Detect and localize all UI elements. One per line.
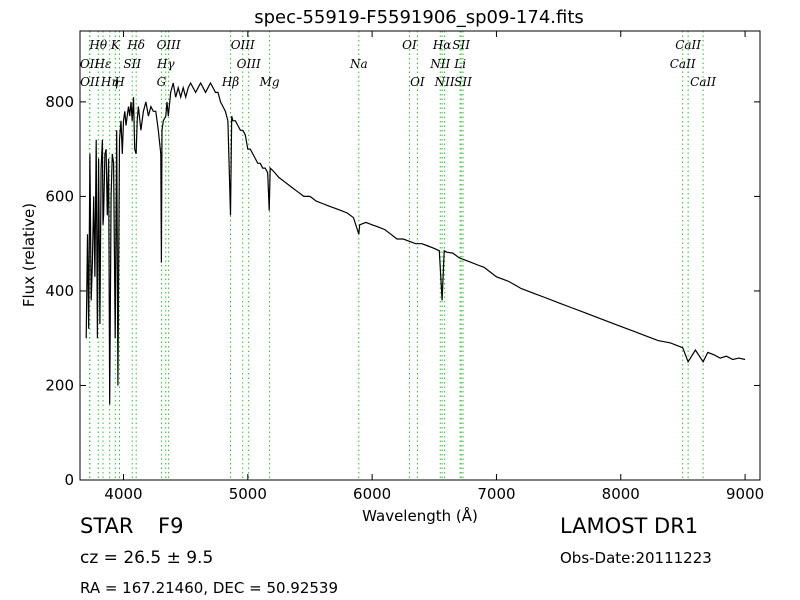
x-tick-label: 9000 <box>726 485 764 503</box>
marker-label-22: Mg <box>259 75 280 89</box>
y-tick-label: 400 <box>45 282 74 300</box>
object-class: STAR <box>80 514 134 538</box>
marker-label-25: NII <box>434 75 455 89</box>
marker-label-20: G <box>157 75 167 89</box>
y-tick-label: 0 <box>64 471 74 489</box>
y-axis-label: Flux (relative) <box>20 203 38 307</box>
marker-label-13: OIII <box>237 57 261 71</box>
marker-label-2: Hδ <box>126 38 145 52</box>
spectrum-series-line <box>85 81 746 405</box>
marker-label-3: OIII <box>157 38 181 52</box>
plot-frame <box>79 30 761 481</box>
chart-title: spec-55919-F5591906_sp09-174.fits <box>254 7 584 28</box>
marker-label-14: NII <box>429 57 450 71</box>
marker-label-12: Hγ <box>156 57 175 71</box>
marker-label-7: SII <box>452 38 470 52</box>
emission-line-markers <box>89 31 704 480</box>
spectral-subclass: F9 <box>158 514 184 538</box>
observation-date: Obs-Date:20111223 <box>560 549 712 567</box>
coordinates: RA = 167.21460, DEC = 50.92539 <box>80 579 339 597</box>
marker-label-5: OI <box>402 38 417 52</box>
y-tick-label: 200 <box>45 376 74 394</box>
marker-label-17: OII <box>80 75 100 89</box>
x-tick-label: 5000 <box>229 485 267 503</box>
y-tick-label: 600 <box>45 187 74 205</box>
axis-ticks: 4000 5000 6000 7000 8000 9000 0 200 400 600 800 <box>45 31 764 503</box>
marker-label-18: Hη <box>100 75 119 89</box>
survey-name: LAMOST DR1 <box>560 514 699 538</box>
marker-label-6: Hα <box>432 38 452 52</box>
marker-label-27: CaII <box>690 75 716 89</box>
x-tick-label: 6000 <box>353 485 391 503</box>
marker-label-15: Li <box>453 57 466 71</box>
marker-label-4: OIII <box>231 38 255 52</box>
marker-label-9: OII <box>80 57 100 71</box>
marker-label-19: H <box>113 75 125 89</box>
x-tick-label: 8000 <box>602 485 640 503</box>
x-tick-label: 4000 <box>104 485 142 503</box>
x-axis-label: Wavelength (Å) <box>362 506 478 525</box>
marker-label-26: SII <box>454 75 472 89</box>
marker-label-0: Hθ <box>88 38 107 52</box>
marker-label-8: CaII <box>675 38 701 52</box>
marker-label-10: Hε <box>94 57 112 71</box>
marker-label-11: SII <box>123 57 141 71</box>
marker-label-23: Na <box>349 57 368 71</box>
y-tick-label: 800 <box>45 93 74 111</box>
x-tick-label: 7000 <box>477 485 515 503</box>
marker-label-16: CaII <box>670 57 696 71</box>
marker-label-1: K <box>110 38 121 52</box>
marker-label-24: OI <box>410 75 425 89</box>
redshift-value: cz = 26.5 ± 9.5 <box>80 548 214 568</box>
marker-label-21: Hβ <box>221 75 239 89</box>
